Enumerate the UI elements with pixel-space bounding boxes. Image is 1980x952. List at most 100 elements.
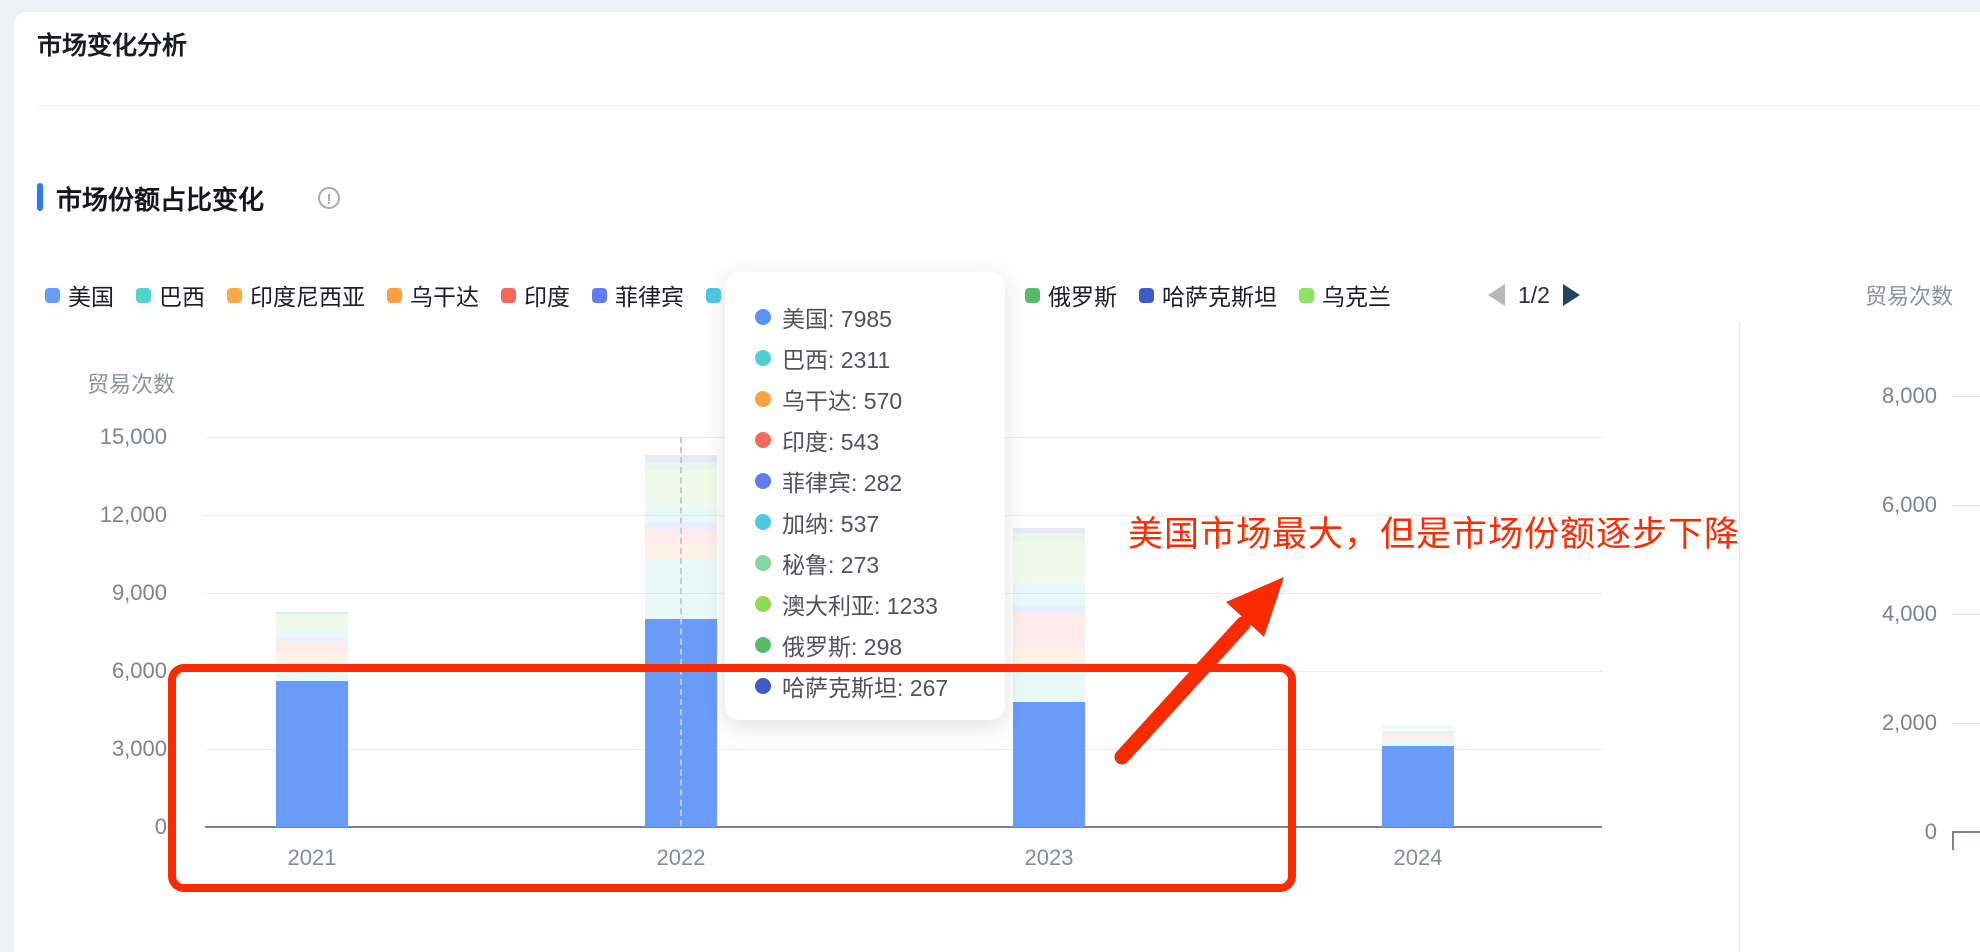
- legend-item[interactable]: 乌干达: [387, 278, 479, 312]
- bar-segment[interactable]: [276, 615, 348, 627]
- bar-segment[interactable]: [276, 630, 348, 638]
- tooltip-row: 美国: 7985: [755, 296, 1005, 337]
- right-axis-tick: [1952, 723, 1980, 724]
- legend-next-icon[interactable]: [1562, 284, 1580, 306]
- legend-item-label: 乌干达: [410, 284, 479, 310]
- tooltip-series-dot: [755, 595, 771, 612]
- tooltip-row-text: 俄罗斯: 298: [782, 633, 903, 660]
- grid-line: [205, 749, 1602, 750]
- legend-swatch-icon: [1139, 287, 1154, 303]
- bar-segment[interactable]: [1013, 533, 1085, 541]
- tooltip-row: 秘鲁: 273: [755, 542, 1005, 583]
- info-icon[interactable]: !: [318, 187, 340, 209]
- bar-segment[interactable]: [1382, 725, 1454, 729]
- legend-swatch-icon: [501, 287, 516, 303]
- x-axis-line: [205, 826, 1602, 828]
- legend-item-label: 俄罗斯: [1048, 284, 1117, 310]
- tooltip-row: 印度: 543: [755, 419, 1005, 460]
- legend-item[interactable]: 菲律宾: [592, 278, 684, 312]
- right-y-tick-label: 6,000: [1881, 492, 1937, 517]
- legend-item[interactable]: 哈萨克斯坦: [1139, 278, 1277, 312]
- bar-segment[interactable]: [1382, 739, 1454, 747]
- bar-segment[interactable]: [1013, 647, 1085, 664]
- legend-swatch-icon: [1299, 287, 1314, 303]
- left-y-tick-label: 0: [154, 814, 167, 839]
- right-axis-tick: [1952, 505, 1980, 506]
- tooltip-series-dot: [755, 636, 771, 653]
- tooltip-row: 巴西: 2311: [755, 337, 1005, 378]
- bar-segment[interactable]: [1013, 577, 1085, 586]
- bar-segment[interactable]: [276, 641, 348, 654]
- legend-swatch-icon: [1025, 287, 1040, 303]
- tooltip-row: 俄罗斯: 298: [755, 624, 1005, 665]
- left-y-axis-title: 贸易次数: [87, 372, 176, 397]
- chart-legend: 美国巴西印度尼西亚乌干达印度菲律宾加纳秘鲁澳大利亚俄罗斯哈萨克斯坦乌克兰: [45, 283, 1391, 310]
- legend-item[interactable]: 俄罗斯: [1025, 278, 1117, 312]
- legend-item[interactable]: 乌克兰: [1299, 278, 1391, 312]
- tooltip-row: 加纳: 537: [755, 501, 1005, 542]
- bar-segment[interactable]: [1382, 732, 1454, 734]
- tooltip-series-dot: [755, 349, 771, 366]
- bar-segment[interactable]: [1382, 728, 1454, 730]
- bar-segment[interactable]: [1382, 746, 1454, 827]
- left-y-tick-label: 15,000: [99, 424, 167, 449]
- header-divider: [37, 105, 1980, 106]
- legend-prev-icon[interactable]: [1488, 284, 1505, 306]
- bar-segment[interactable]: [1013, 702, 1085, 827]
- section-title: 市场份额占比变化: [56, 185, 265, 215]
- legend-item[interactable]: 印度: [501, 278, 570, 312]
- legend-item[interactable]: 巴西: [136, 278, 205, 312]
- tooltip-row-text: 哈萨克斯坦: 267: [782, 674, 949, 701]
- bar-segment[interactable]: [1382, 729, 1454, 733]
- legend-item-label: 哈萨克斯坦: [1162, 284, 1277, 310]
- legend-swatch-icon: [387, 287, 402, 303]
- bar-segment[interactable]: [1013, 585, 1085, 606]
- annotation-rectangle: [168, 664, 1296, 892]
- right-y-axis-title: 贸易次数: [1864, 284, 1953, 309]
- bar-segment[interactable]: [276, 613, 348, 616]
- bar-segment[interactable]: [276, 637, 348, 642]
- right-axis-corner: [1952, 832, 1954, 850]
- left-y-tick-label: 6,000: [111, 658, 167, 683]
- right-y-tick-label: 2,000: [1881, 710, 1937, 735]
- right-y-tick-label: 0: [1924, 819, 1937, 844]
- legend-item-label: 乌克兰: [1322, 284, 1391, 310]
- tooltip-series-dot: [755, 431, 771, 448]
- legend-item[interactable]: 美国: [45, 278, 114, 312]
- bar-segment[interactable]: [276, 681, 348, 827]
- bar-segment[interactable]: [1382, 737, 1454, 740]
- left-y-tick-label: 3,000: [111, 736, 167, 761]
- tooltip-row-text: 澳大利亚: 1233: [782, 592, 938, 619]
- bar-segment[interactable]: [1013, 613, 1085, 648]
- hover-guide-line: [680, 437, 682, 826]
- tooltip-row-text: 乌干达: 570: [782, 387, 903, 414]
- bar-segment[interactable]: [276, 626, 348, 631]
- bar-segment[interactable]: [276, 611, 348, 614]
- x-axis-label: 2022: [656, 845, 706, 870]
- section-accent-bar: [37, 183, 43, 211]
- bar-segment[interactable]: [1013, 541, 1085, 578]
- x-axis-label: 2021: [287, 845, 337, 870]
- legend-pagination: 1/2: [1488, 282, 1580, 308]
- tooltip-row-text: 加纳: 537: [782, 510, 880, 537]
- x-axis-label: 2024: [1393, 845, 1443, 870]
- right-axis-tick: [1952, 614, 1980, 615]
- legend-swatch-icon: [136, 287, 151, 303]
- tooltip-row: 澳大利亚: 1233: [755, 583, 1005, 624]
- legend-item-label: 印度: [524, 284, 570, 310]
- tooltip-row-text: 巴西: 2311: [782, 346, 891, 373]
- annotation-text: 美国市场最大，但是市场份额逐步下降: [1128, 515, 1741, 554]
- bar-segment[interactable]: [1013, 528, 1085, 534]
- legend-item[interactable]: 印度尼西亚: [227, 278, 365, 312]
- legend-item-label: 印度尼西亚: [250, 284, 365, 310]
- tooltip-row: 哈萨克斯坦: 267: [755, 665, 1005, 706]
- right-y-tick-label: 4,000: [1881, 601, 1937, 626]
- bar-segment[interactable]: [1013, 606, 1085, 614]
- tooltip-series-dot: [755, 472, 771, 489]
- bar-segment[interactable]: [1382, 733, 1454, 738]
- tooltip-series-dot: [755, 554, 771, 571]
- tooltip-series-dot: [755, 513, 771, 530]
- page-title: 市场变化分析: [37, 32, 188, 60]
- bar-segment[interactable]: [276, 653, 348, 664]
